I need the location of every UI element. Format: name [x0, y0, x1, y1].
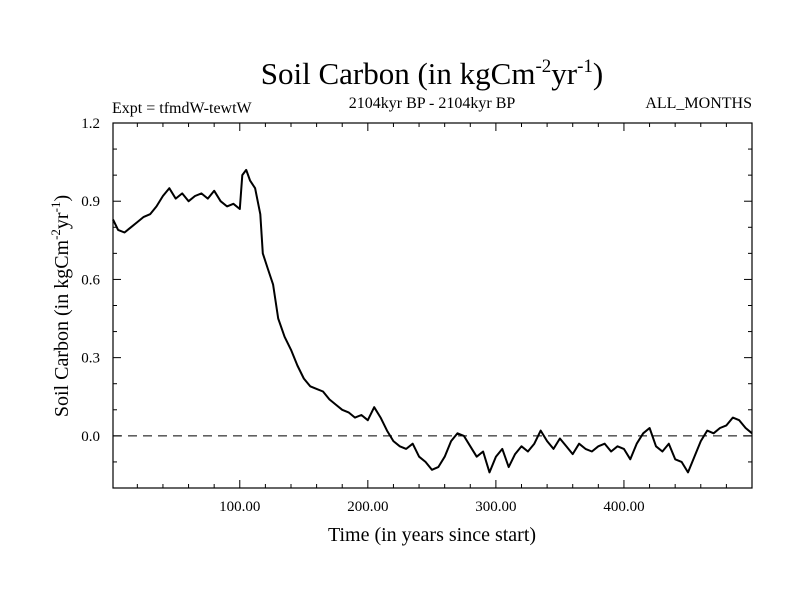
chart-title-mid: yr [551, 56, 578, 91]
plot-frame [112, 122, 753, 489]
subtitle-months: ALL_MONTHS [645, 95, 752, 112]
chart-title-sup1: -2 [535, 56, 551, 77]
y-axis-label-main: Soil Carbon (in kgCm [51, 239, 73, 417]
x-tick-label: 300.00 [475, 499, 516, 515]
y-axis-label-end: ) [51, 195, 73, 202]
y-tick-label: 0.3 [81, 351, 100, 367]
series-line-0 [112, 168, 753, 474]
x-tick-label: 200.00 [347, 499, 388, 515]
chart-title-end: ) [593, 56, 603, 91]
subtitle-experiment: Expt = tfmdW-tewtW [112, 100, 253, 117]
y-tick-label: 0.6 [81, 272, 100, 288]
x-axis-label: Time (in years since start) [328, 524, 536, 546]
y-axis-label-sup2: -1 [48, 202, 63, 213]
chart-title-main: Soil Carbon (in kgCm [261, 56, 536, 91]
chart-title: Soil Carbon (in kgCm-2yr-1) [261, 56, 604, 91]
y-tick-label: 0.9 [81, 194, 100, 210]
x-tick-label: 400.00 [603, 499, 644, 515]
chart-title-sup2: -1 [577, 56, 593, 77]
x-tick-label: 100.00 [219, 499, 260, 515]
y-axis-label-mid: yr [51, 212, 73, 229]
subtitle-period: 2104kyr BP - 2104kyr BP [349, 95, 516, 112]
y-axis-label-sup1: -2 [48, 229, 63, 240]
y-tick-label: 1.2 [81, 116, 100, 132]
y-axis-label: Soil Carbon (in kgCm-2yr-1) [48, 195, 73, 417]
y-tick-label: 0.0 [81, 429, 100, 445]
plot-area [112, 168, 753, 474]
